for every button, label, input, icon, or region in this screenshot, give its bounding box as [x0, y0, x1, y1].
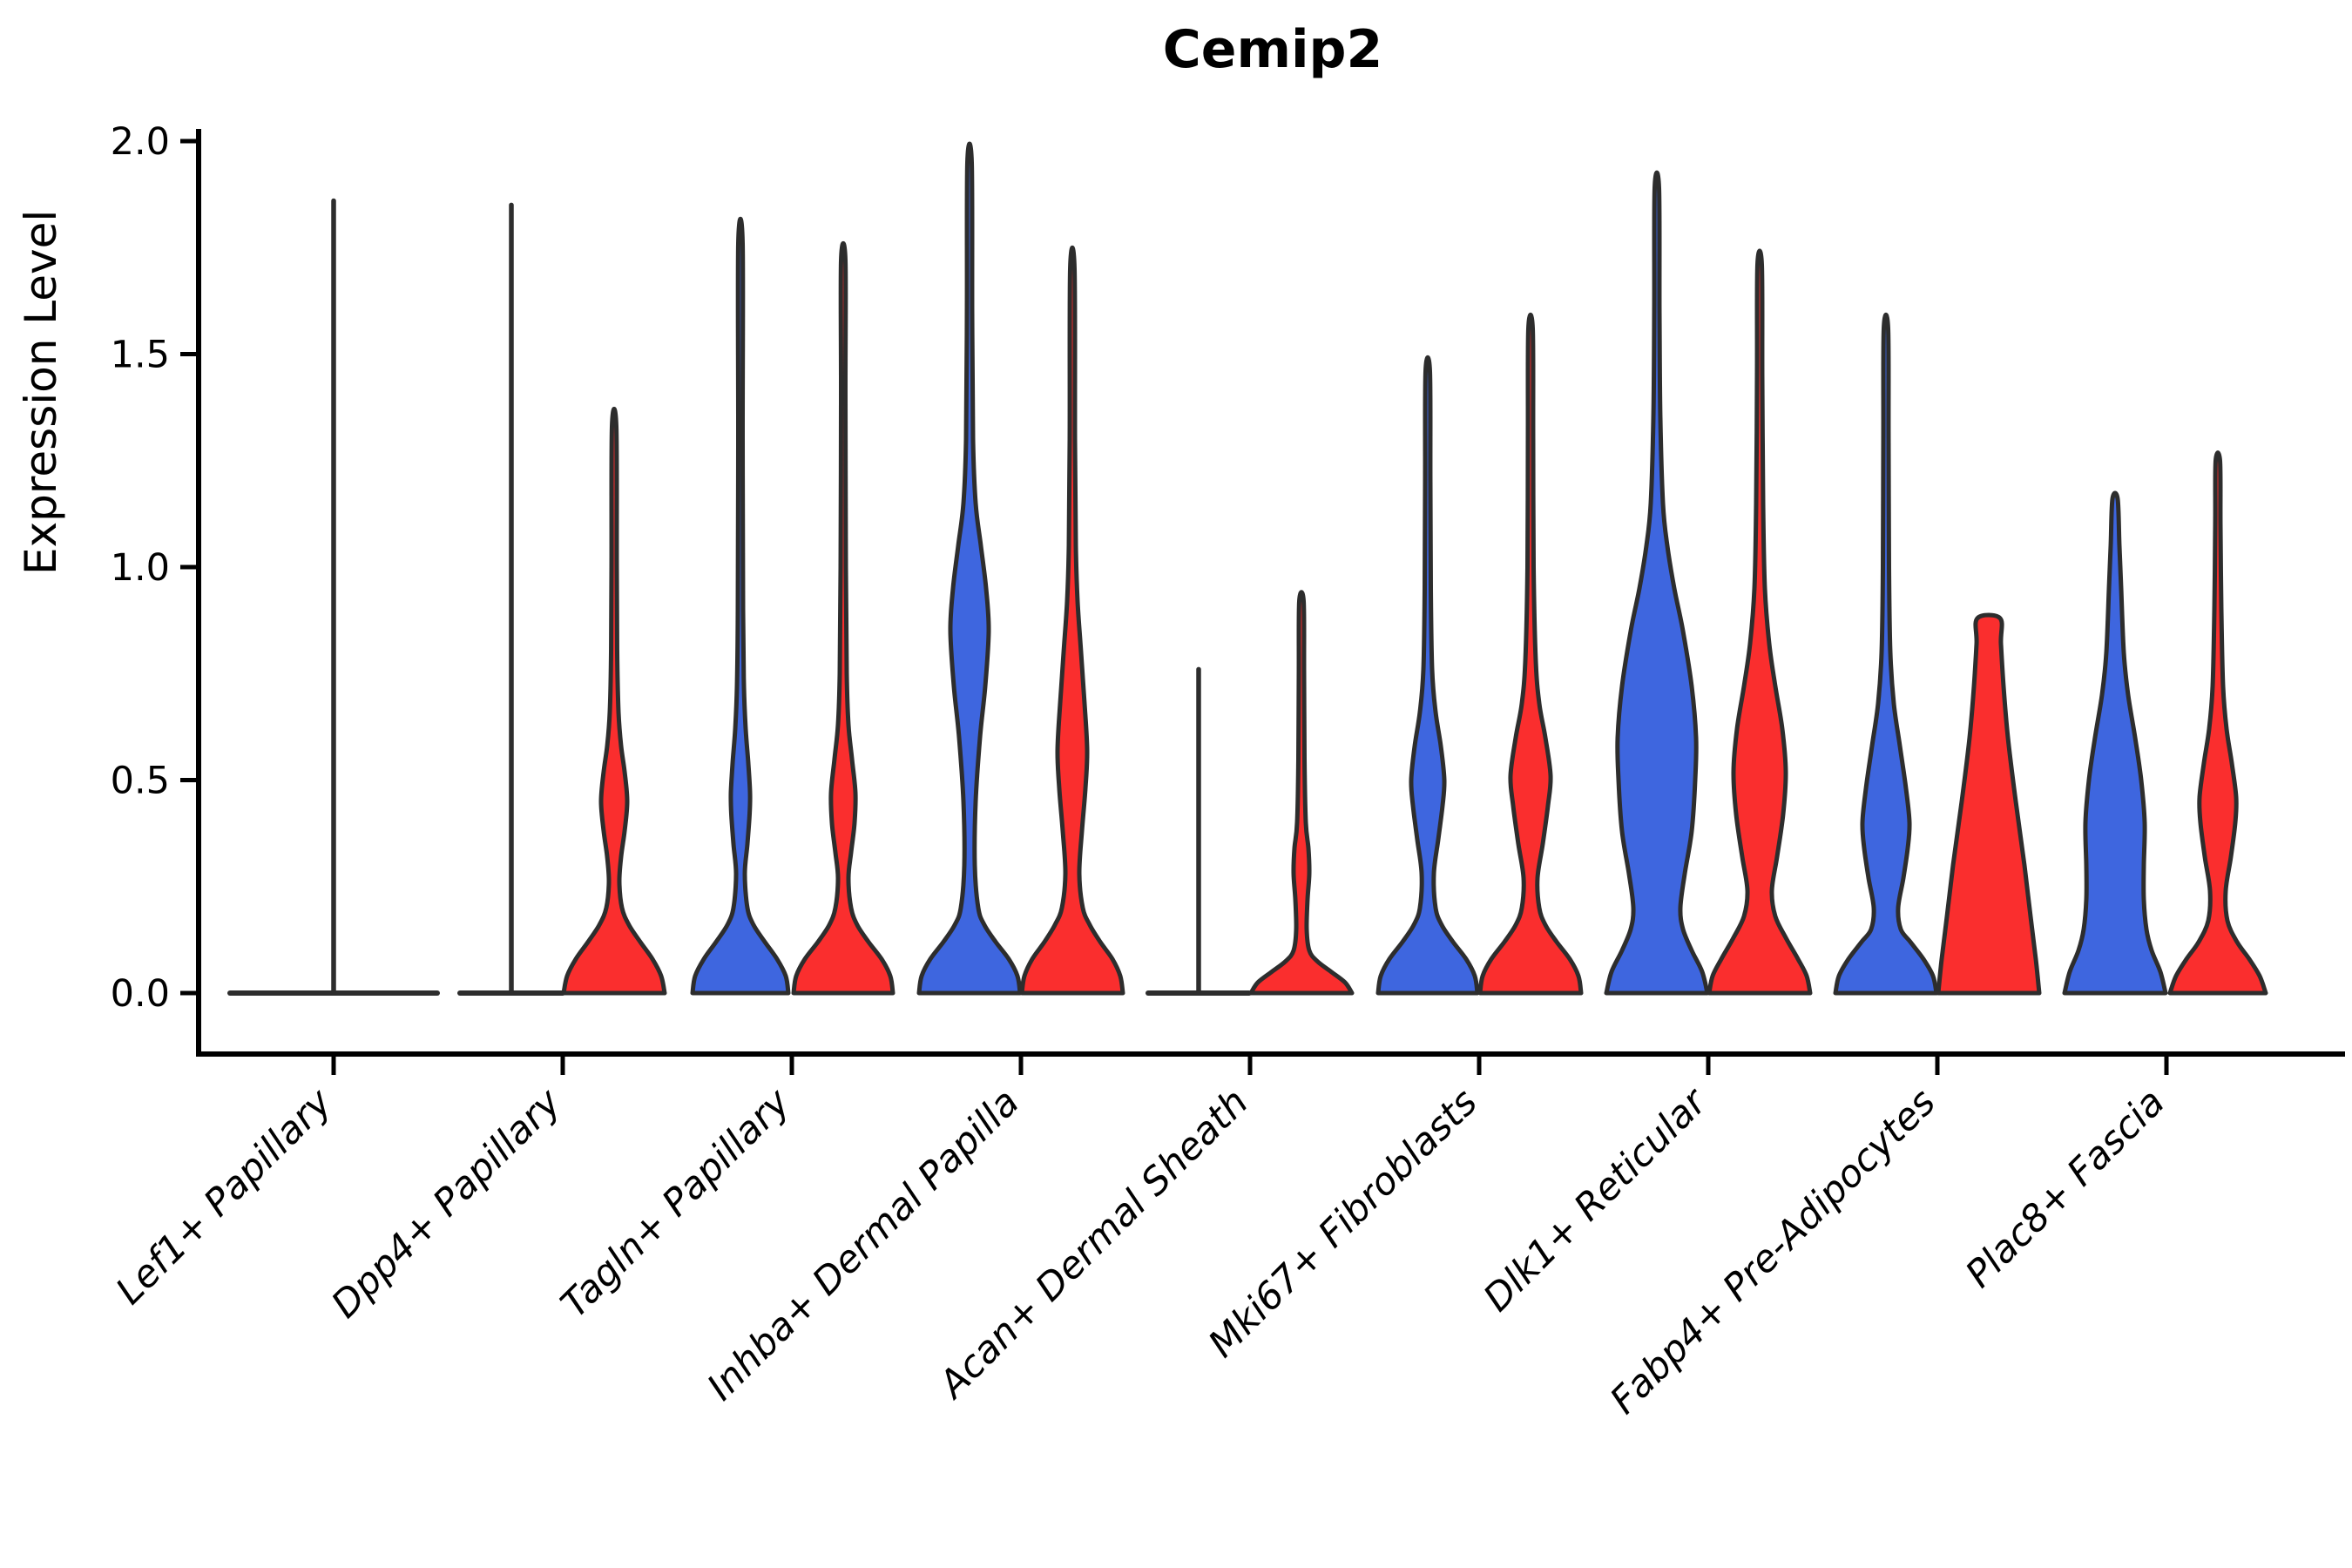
y-tick-label: 2.0	[111, 120, 170, 164]
violin-blue	[690, 217, 791, 996]
violin-red	[561, 406, 667, 996]
violin-red	[1019, 246, 1125, 996]
violin-blue	[2062, 490, 2168, 996]
violin-red	[1477, 312, 1584, 996]
x-tick-label: Dlk1+ Reticular	[1476, 1079, 1717, 1321]
violin-blue	[1833, 312, 1939, 996]
violin-blue	[1604, 170, 1710, 996]
x-tick-label: Lef1+ Papillary	[108, 1080, 341, 1313]
x-tick-label: Dpp4+ Papillary	[323, 1080, 570, 1327]
violin-blue	[1375, 355, 1480, 996]
violin-red	[2167, 450, 2268, 996]
plot-title: Cemip2	[1162, 19, 1383, 80]
violin-red	[791, 240, 896, 996]
y-tick-label: 1.0	[111, 546, 170, 590]
violin-red	[1248, 590, 1355, 996]
y-tick-label: 1.5	[111, 334, 170, 377]
violin-red	[1707, 248, 1813, 996]
x-tick-label: Tagln+ Papillary	[553, 1080, 800, 1327]
violin-blue	[916, 141, 1023, 996]
y-tick-label: 0.0	[111, 972, 170, 1016]
violin-red	[1936, 612, 2042, 996]
y-tick-label: 0.5	[111, 760, 170, 803]
x-tick-label: Plac8+ Fascia	[1957, 1080, 2173, 1296]
